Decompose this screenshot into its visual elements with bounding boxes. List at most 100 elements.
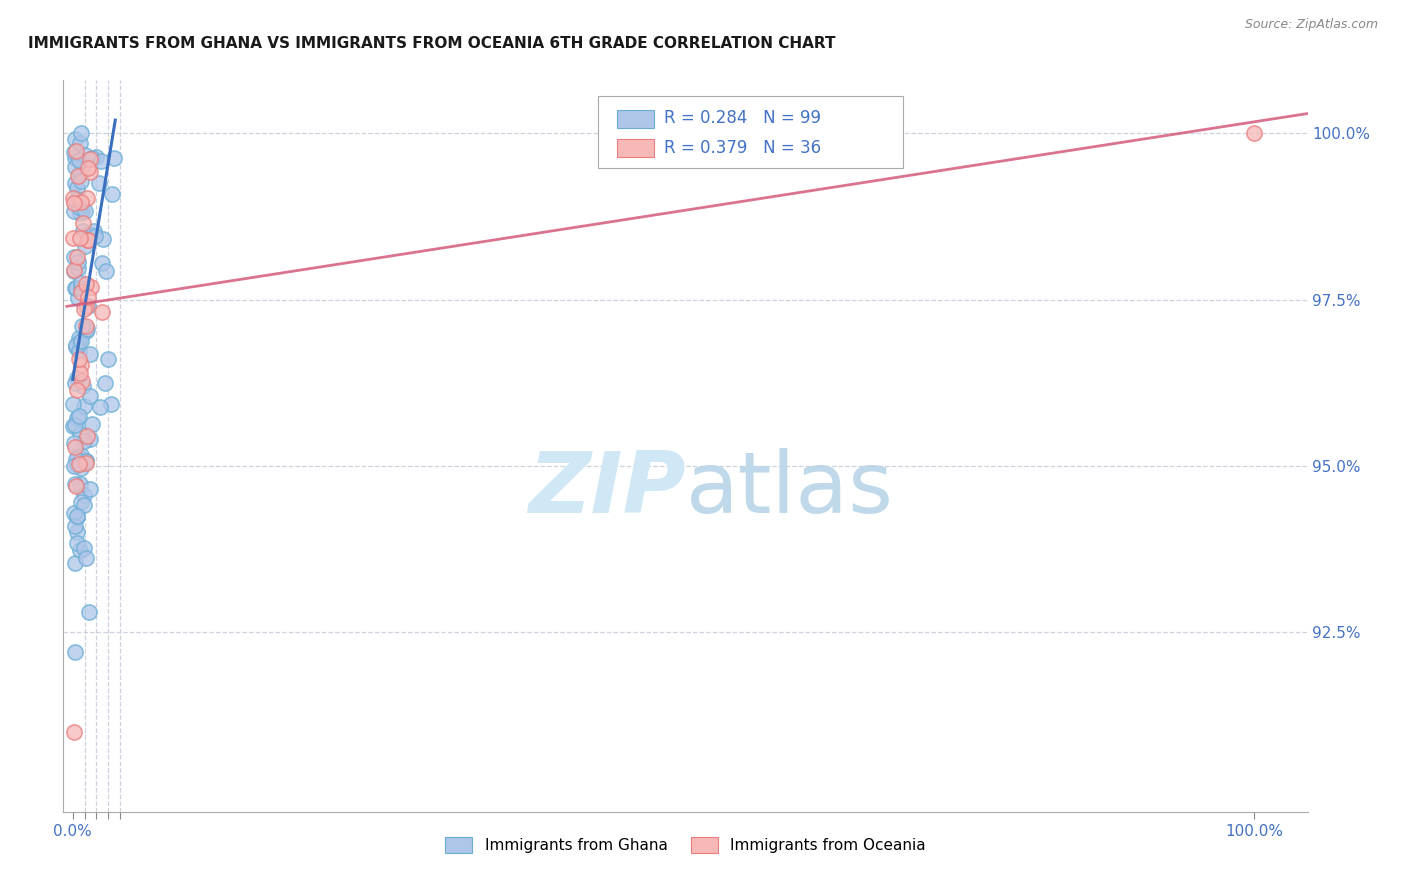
Point	[67, 331, 90, 345]
Point	[63, 556, 86, 570]
Point	[67, 409, 90, 423]
Point	[70, 126, 93, 140]
Legend: Immigrants from Ghana, Immigrants from Oceania: Immigrants from Ghana, Immigrants from O…	[439, 830, 932, 859]
Point	[63, 459, 86, 474]
Text: ZIP: ZIP	[527, 449, 686, 532]
Point	[69, 476, 91, 491]
Point	[70, 276, 93, 290]
Point	[91, 305, 114, 319]
Point	[80, 280, 103, 294]
Point	[67, 153, 90, 167]
Point	[76, 233, 98, 247]
Point	[83, 224, 105, 238]
Text: R = 0.379   N = 36: R = 0.379 N = 36	[664, 138, 821, 157]
Point	[65, 452, 87, 467]
Point	[79, 227, 101, 241]
Point	[79, 347, 101, 361]
Point	[69, 231, 91, 245]
Point	[66, 169, 89, 184]
Point	[67, 200, 90, 214]
Point	[70, 161, 93, 175]
Point	[77, 161, 100, 175]
Point	[65, 176, 87, 190]
Point	[66, 192, 89, 206]
Text: R = 0.284   N = 99: R = 0.284 N = 99	[664, 110, 821, 128]
Point	[100, 187, 122, 202]
Point	[70, 174, 93, 188]
Point	[70, 495, 93, 509]
Point	[75, 299, 97, 313]
Point	[66, 181, 89, 195]
Point	[67, 334, 90, 349]
Point	[65, 338, 87, 352]
Point	[87, 176, 110, 190]
Point	[72, 204, 94, 219]
Point	[73, 203, 96, 218]
Point	[66, 291, 89, 305]
Point	[69, 426, 91, 441]
Point	[77, 605, 100, 619]
Point	[84, 229, 107, 244]
Point	[69, 194, 91, 209]
Point	[66, 383, 89, 397]
Point	[63, 250, 86, 264]
Point	[63, 506, 86, 520]
Point	[67, 343, 90, 358]
Point	[65, 508, 87, 523]
Point	[70, 318, 93, 333]
Point	[65, 281, 87, 295]
Point	[75, 453, 97, 467]
FancyBboxPatch shape	[617, 110, 654, 128]
Point	[67, 352, 90, 367]
Point	[65, 476, 87, 491]
Point	[66, 524, 89, 539]
Point	[67, 261, 90, 276]
Point	[69, 448, 91, 462]
Point	[63, 145, 86, 159]
Point	[62, 195, 84, 210]
Point	[79, 432, 101, 446]
Point	[65, 341, 87, 355]
Point	[65, 160, 87, 174]
Point	[91, 256, 114, 270]
Point	[75, 551, 97, 566]
Point	[97, 351, 120, 366]
Point	[70, 359, 93, 373]
Point	[63, 440, 86, 454]
Point	[70, 280, 93, 294]
Point	[70, 334, 93, 348]
Point	[66, 450, 89, 464]
Point	[75, 324, 97, 338]
Point	[77, 290, 100, 304]
Point	[1243, 127, 1265, 141]
Point	[62, 230, 84, 244]
Point	[103, 151, 125, 165]
Point	[73, 434, 96, 448]
Point	[65, 144, 87, 158]
Point	[66, 371, 89, 385]
Point	[70, 285, 93, 299]
Point	[70, 461, 93, 475]
Point	[79, 389, 101, 403]
Point	[73, 499, 96, 513]
Point	[62, 397, 84, 411]
Point	[69, 206, 91, 220]
Point	[73, 488, 96, 502]
Point	[76, 190, 98, 204]
Point	[73, 541, 96, 555]
Point	[80, 417, 103, 431]
Point	[86, 150, 108, 164]
Point	[76, 322, 98, 336]
Point	[75, 147, 97, 161]
Point	[89, 400, 111, 414]
Point	[75, 456, 97, 470]
Point	[65, 519, 87, 533]
Point	[79, 152, 101, 166]
Point	[75, 454, 97, 468]
FancyBboxPatch shape	[599, 96, 903, 168]
Point	[93, 376, 115, 391]
Point	[62, 191, 84, 205]
Point	[79, 165, 101, 179]
Point	[66, 250, 89, 264]
Point	[70, 374, 93, 388]
